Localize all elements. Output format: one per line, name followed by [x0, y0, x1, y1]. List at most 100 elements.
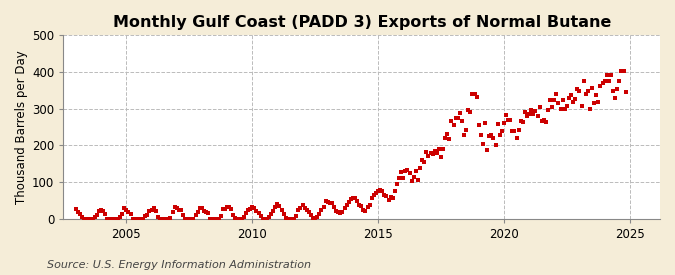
Point	[520, 110, 531, 114]
Point	[171, 206, 182, 210]
Point	[549, 98, 560, 103]
Point	[618, 69, 629, 73]
Point	[385, 195, 396, 199]
Point	[134, 216, 144, 221]
Point	[217, 207, 228, 212]
Point	[547, 105, 558, 110]
Point	[165, 216, 176, 220]
Point	[539, 117, 549, 122]
Point	[488, 135, 499, 140]
Point	[121, 207, 132, 212]
Point	[421, 150, 432, 154]
Point	[178, 213, 188, 218]
Point	[337, 210, 348, 214]
Point	[331, 208, 342, 213]
Point	[437, 147, 448, 151]
Point	[228, 213, 239, 217]
Point	[423, 153, 434, 158]
Point	[412, 178, 423, 182]
Point	[369, 193, 379, 197]
Point	[591, 93, 601, 97]
Point	[605, 73, 616, 77]
Point	[484, 134, 495, 139]
Point	[186, 216, 197, 221]
Point	[159, 216, 169, 221]
Point	[238, 215, 249, 219]
Point	[119, 206, 130, 211]
Point	[85, 216, 96, 221]
Point	[513, 128, 524, 133]
Point	[478, 142, 489, 147]
Point	[522, 114, 533, 118]
Point	[431, 151, 442, 156]
Point	[524, 112, 535, 117]
Point	[259, 216, 270, 221]
Point	[578, 78, 589, 83]
Point	[226, 207, 237, 211]
Point	[608, 89, 618, 94]
Point	[593, 100, 603, 104]
Point	[356, 204, 367, 208]
Point	[184, 216, 194, 221]
Point	[161, 216, 171, 221]
Point	[182, 216, 192, 221]
Point	[268, 208, 279, 213]
Point	[616, 69, 627, 74]
Point	[153, 214, 163, 219]
Point	[558, 97, 568, 102]
Point	[429, 148, 440, 153]
Point	[264, 215, 275, 220]
Point	[463, 108, 474, 112]
Point	[486, 132, 497, 137]
Point	[454, 110, 465, 115]
Point	[568, 100, 578, 104]
Point	[266, 211, 277, 216]
Point	[194, 205, 205, 210]
Point	[213, 216, 224, 221]
Point	[425, 151, 436, 156]
Point	[318, 204, 329, 209]
Point	[416, 158, 427, 163]
Point	[316, 208, 327, 213]
Point	[373, 189, 383, 193]
Point	[192, 210, 203, 214]
Point	[406, 178, 417, 183]
Point	[576, 104, 587, 108]
Point	[389, 189, 400, 193]
Point	[350, 196, 360, 200]
Point	[146, 208, 157, 213]
Point	[109, 216, 119, 221]
Point	[98, 209, 109, 213]
Point	[387, 196, 398, 200]
Point	[223, 205, 234, 209]
Point	[245, 207, 256, 211]
Point	[526, 108, 537, 112]
Point	[555, 107, 566, 111]
Point	[325, 200, 335, 205]
Point	[115, 215, 126, 219]
Point	[132, 216, 142, 221]
Point	[94, 209, 105, 213]
Point	[310, 216, 321, 221]
Point	[176, 208, 186, 212]
Point	[610, 96, 620, 100]
Point	[205, 216, 216, 221]
Point	[257, 216, 268, 221]
Point	[219, 207, 230, 211]
Point	[511, 135, 522, 140]
Point	[444, 136, 455, 141]
Point	[505, 118, 516, 122]
Point	[240, 211, 251, 216]
Point	[396, 169, 406, 174]
Point	[346, 197, 356, 201]
Point	[157, 216, 167, 221]
Point	[295, 206, 306, 210]
Point	[448, 123, 459, 127]
Point	[587, 86, 597, 90]
Point	[142, 213, 153, 217]
Point	[100, 212, 111, 216]
Point	[580, 92, 591, 97]
Point	[572, 87, 583, 91]
Point	[440, 136, 451, 140]
Point	[79, 216, 90, 221]
